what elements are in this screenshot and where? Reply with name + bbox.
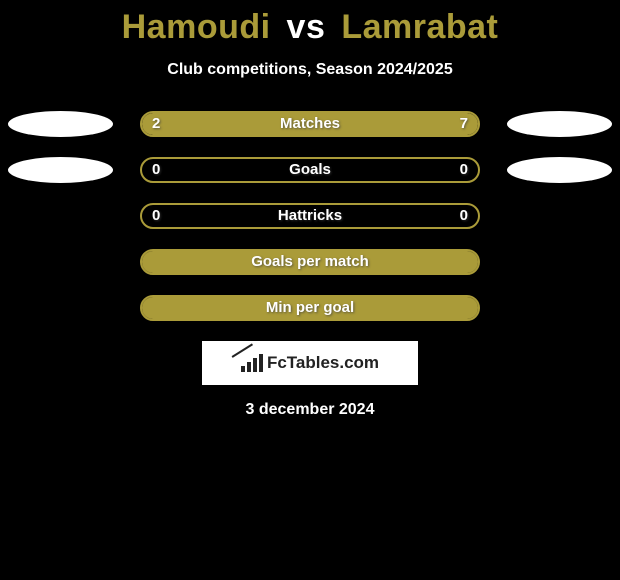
player1-name: Hamoudi <box>122 8 271 46</box>
player2-chip <box>507 111 612 137</box>
player2-chip <box>507 157 612 183</box>
player1-chip <box>8 157 113 183</box>
stat-bar: 27Matches <box>140 111 480 137</box>
brand-text: FcTables.com <box>267 353 379 373</box>
stat-bar: 00Goals <box>140 157 480 183</box>
stat-row: 27Matches <box>0 111 620 137</box>
subtitle: Club competitions, Season 2024/2025 <box>0 61 620 79</box>
title-vs: vs <box>287 8 326 46</box>
stat-label: Goals <box>142 159 478 181</box>
player2-name: Lamrabat <box>341 8 498 46</box>
date-label: 3 december 2024 <box>0 401 620 419</box>
comparison-infographic: Hamoudi vs Lamrabat Club competitions, S… <box>0 0 620 580</box>
stat-label: Matches <box>142 113 478 135</box>
stat-label: Min per goal <box>142 297 478 319</box>
stat-row: 00Hattricks <box>0 203 620 229</box>
stat-row: Min per goal <box>0 295 620 321</box>
stat-row: Goals per match <box>0 249 620 275</box>
stat-bar: Min per goal <box>140 295 480 321</box>
page-title: Hamoudi vs Lamrabat <box>0 0 620 47</box>
player1-chip <box>8 111 113 137</box>
bar-chart-icon <box>241 354 263 372</box>
stat-row: 00Goals <box>0 157 620 183</box>
stat-bar: 00Hattricks <box>140 203 480 229</box>
stats-rows: 27Matches 00Goals 00Hattricks Goals per mat… <box>0 111 620 321</box>
stat-label: Hattricks <box>142 205 478 227</box>
stat-bar: Goals per match <box>140 249 480 275</box>
brand-badge: FcTables.com <box>202 341 418 385</box>
stat-label: Goals per match <box>142 251 478 273</box>
